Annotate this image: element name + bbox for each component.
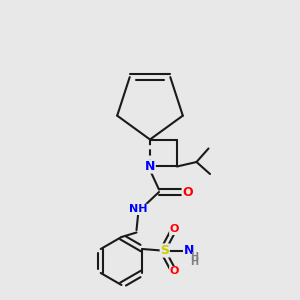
Text: O: O: [170, 266, 179, 277]
Text: NH: NH: [129, 204, 147, 214]
Text: H: H: [190, 252, 198, 262]
Text: N: N: [145, 160, 155, 173]
Text: S: S: [160, 244, 169, 257]
Text: O: O: [182, 185, 193, 199]
Text: O: O: [170, 224, 179, 235]
Text: N: N: [184, 244, 194, 257]
Text: H: H: [190, 257, 198, 267]
